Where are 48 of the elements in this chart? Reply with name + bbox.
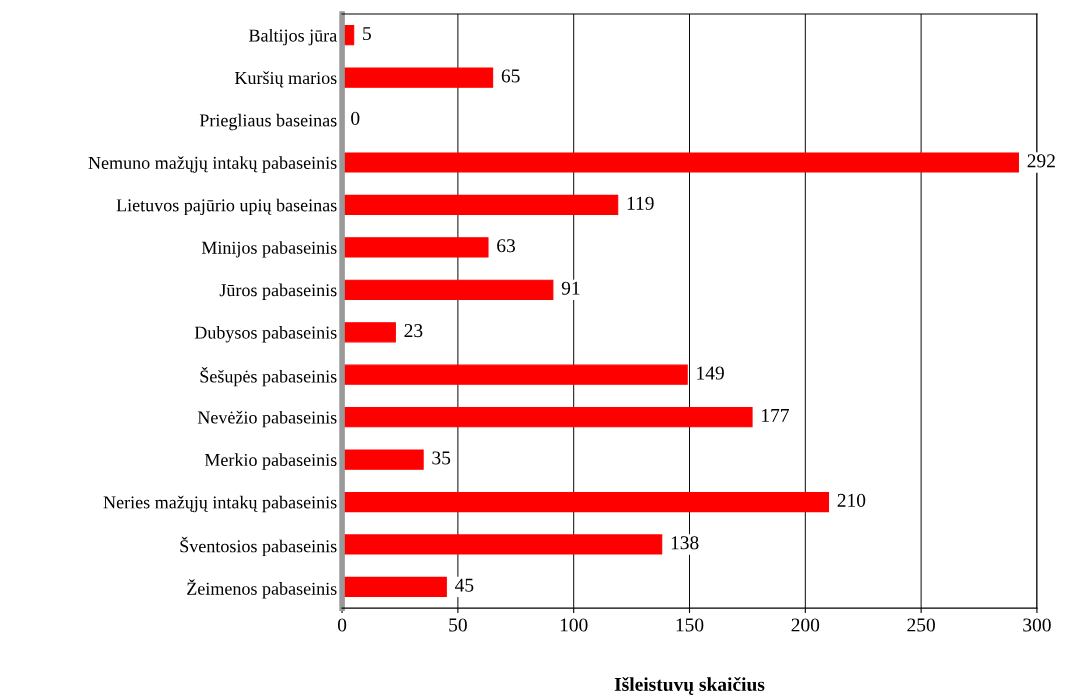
- bar: [342, 491, 830, 513]
- y-tick-label: Baltijos jūra: [248, 28, 337, 46]
- bar: [342, 279, 554, 300]
- x-tick-label: 150: [676, 618, 704, 632]
- data-label: 177: [762, 408, 789, 422]
- data-label: 91: [561, 281, 580, 295]
- y-tick-label: Jūros pabaseinis: [219, 283, 337, 300]
- data-label: 138: [671, 536, 699, 550]
- y-tick-label: Šešupės pabaseinis: [200, 366, 337, 387]
- data-label: 119: [627, 196, 654, 210]
- data-label: 65: [501, 69, 520, 83]
- bar: [342, 67, 494, 88]
- bar: [342, 194, 619, 216]
- data-label: 0: [351, 111, 360, 125]
- bar: [342, 364, 688, 385]
- bar: [342, 407, 753, 428]
- data-label: 45: [455, 578, 474, 592]
- y-tick-label: Lietuvos pajūrio upių baseinas: [116, 198, 337, 216]
- y-tick-label: Minijos pabaseinis: [201, 241, 337, 258]
- x-tick-label: 100: [560, 618, 588, 632]
- bar: [342, 449, 424, 470]
- y-tick-label: Nevėžio pabaseinis: [197, 410, 337, 428]
- x-tick-label: 0: [337, 618, 347, 632]
- bar: [342, 534, 663, 555]
- data-label: 63: [497, 239, 516, 253]
- x-tick-label: 50: [449, 618, 467, 632]
- y-tick-label: Neries mažųjų intakų pabaseinis: [103, 495, 337, 513]
- x-tick-label: 200: [791, 618, 820, 632]
- y-tick-label: Žeimenos pabaseinis: [187, 579, 337, 599]
- data-label: 210: [837, 493, 866, 507]
- bar: [342, 322, 396, 343]
- bar: [342, 576, 447, 598]
- y-tick-label: Šventosios pabaseinis: [180, 536, 337, 557]
- y-tick-label: Priegliaus baseinas: [199, 113, 337, 131]
- data-label: 35: [432, 451, 451, 465]
- data-label: 149: [697, 366, 724, 380]
- data-label: 5: [363, 27, 371, 41]
- bar: [342, 152, 1019, 173]
- bar: [342, 237, 489, 258]
- data-label: 292: [1027, 154, 1055, 168]
- y-tick-label: Nemuno mažųjų intakų pabaseinis: [88, 156, 337, 173]
- x-tick-label: 300: [1023, 618, 1051, 632]
- y-tick-label: Kuršių marios: [234, 71, 337, 88]
- x-axis-title: Išleistuvų skaičius: [614, 677, 765, 695]
- data-label: 23: [404, 324, 423, 338]
- y-tick-label: Merkio pabaseinis: [204, 453, 337, 470]
- y-tick-label: Dubysos pabaseinis: [194, 326, 337, 343]
- x-tick-label: 250: [907, 618, 935, 632]
